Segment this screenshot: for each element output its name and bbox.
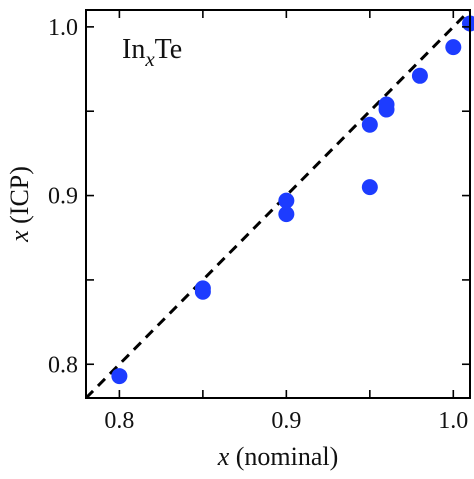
annotation-suffix: Te [155, 34, 183, 65]
data-point [278, 192, 295, 209]
x-tick-label: 0.9 [271, 408, 301, 434]
data-point [194, 280, 211, 297]
data-point [411, 67, 428, 84]
y-axis-label-text: (ICP) [5, 166, 34, 230]
x-tick-label: 0.8 [104, 408, 134, 434]
y-tick-label: 0.9 [48, 184, 78, 210]
y-tick-label: 0.8 [48, 352, 78, 378]
data-point [378, 96, 395, 113]
data-point [278, 206, 295, 223]
data-point [361, 116, 378, 133]
compound-annotation: InxTe [122, 34, 182, 71]
plot-frame [85, 9, 471, 399]
x-axis-label: x (nominal) [217, 442, 339, 471]
identity-reference-line [86, 10, 470, 398]
data-point [361, 179, 378, 196]
plot-group [86, 10, 474, 398]
label-group: 0.8 0.9 1.00.80.91.0x (nominal)x (ICP)InxT… [5, 15, 468, 471]
y-axis-label: x (ICP) [5, 166, 34, 243]
y-axis-label-variable: x [5, 230, 34, 243]
x-axis-label-text: (nominal) [229, 442, 338, 471]
data-point [111, 368, 128, 385]
y-tick-label: 1.0 [48, 15, 78, 41]
annotation-base: In [122, 34, 145, 65]
x-axis-label-variable: x [217, 442, 230, 471]
x-tick-label: 1.0 [438, 408, 468, 434]
axis-group [85, 9, 471, 399]
data-point [445, 39, 462, 56]
annotation-subscript: x [144, 47, 155, 71]
